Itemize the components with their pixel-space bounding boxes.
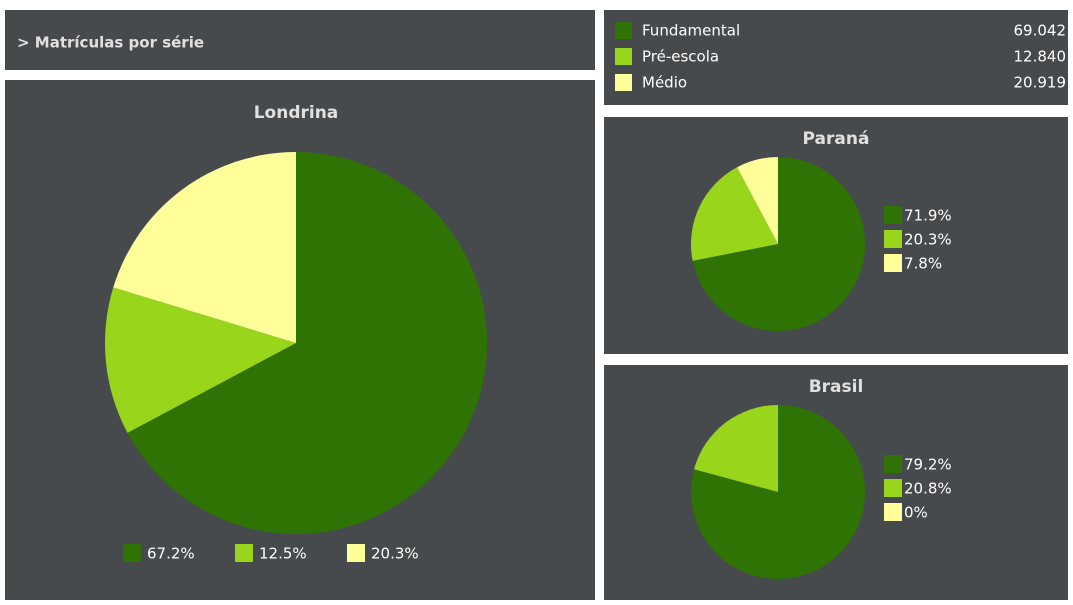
legend-panel	[604, 10, 1068, 105]
value-label: 79.2%	[904, 456, 952, 474]
value-label: 0%	[904, 504, 928, 522]
pie-slice	[692, 157, 866, 331]
chart-title: Brasil	[809, 377, 864, 397]
legend-name: Médio	[642, 74, 687, 92]
legend-swatch	[347, 544, 365, 562]
pie-slice	[127, 152, 488, 534]
value-label: 71.9%	[904, 207, 952, 225]
chart-title: Paraná	[803, 129, 870, 149]
value-label: 20.8%	[904, 480, 952, 498]
pie-slice	[113, 151, 296, 343]
legend-name: Fundamental	[642, 22, 740, 40]
legend-count: 12.840	[1014, 48, 1067, 66]
value-label: 7.8%	[904, 255, 942, 273]
legend-count: 69.042	[1014, 22, 1067, 40]
chart-title: Londrina	[254, 103, 339, 123]
panel-title: > Matrículas por série	[17, 34, 204, 52]
value-label: 67.2%	[147, 545, 195, 563]
pie-slice	[691, 167, 778, 261]
legend-swatch	[123, 544, 141, 562]
legend-swatch	[884, 206, 902, 224]
legend-name: Pré-escola	[642, 48, 719, 66]
legend-swatch	[615, 74, 632, 91]
value-label: 12.5%	[259, 545, 307, 563]
legend-swatch	[615, 48, 632, 65]
legend-swatch	[884, 479, 902, 497]
legend-swatch	[884, 254, 902, 272]
header-panel	[5, 10, 595, 70]
legend-swatch	[884, 455, 902, 473]
value-label: 20.3%	[371, 545, 419, 563]
value-label: 20.3%	[904, 231, 952, 249]
legend-swatch	[884, 503, 902, 521]
pie-slice	[694, 405, 778, 492]
legend-swatch	[884, 230, 902, 248]
legend-count: 20.919	[1014, 74, 1067, 92]
pie-slice	[737, 157, 778, 244]
legend-swatch	[235, 544, 253, 562]
pie-slice	[104, 287, 296, 433]
legend-swatch	[615, 22, 632, 39]
